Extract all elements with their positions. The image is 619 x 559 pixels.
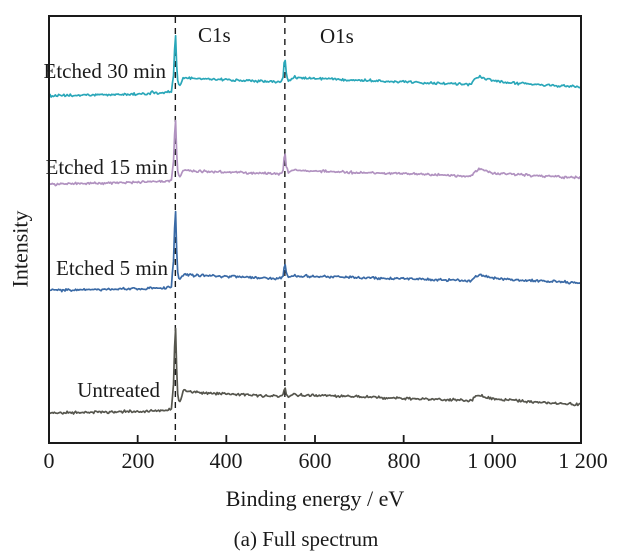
annotation-label-o1s: O1s	[320, 24, 354, 48]
series-label-etched-5-min: Etched 5 min	[56, 256, 168, 280]
figure-caption: (a) Full spectrum	[233, 527, 379, 551]
series-label-etched-30-min: Etched 30 min	[43, 59, 166, 83]
annotation-label-c1s: C1s	[198, 23, 231, 47]
spectrum-trace-etched-15-min	[50, 119, 580, 187]
series-label-untreated: Untreated	[77, 378, 160, 402]
x-tick-label-600: 600	[298, 448, 332, 473]
x-tick-label-400: 400	[209, 448, 243, 473]
spectrum-trace-untreated	[50, 327, 580, 415]
x-tick-label-0: 0	[43, 448, 55, 473]
spectrum-trace-etched-5-min	[50, 210, 580, 293]
x-tick-label-1000: 1 000	[467, 448, 517, 473]
spectrum-trace-etched-30-min	[50, 34, 580, 98]
series-label-etched-15-min: Etched 15 min	[45, 155, 168, 179]
y-axis-label: Intensity	[7, 210, 33, 288]
plot-border	[48, 15, 582, 444]
x-tick-label-1200: 1 200	[558, 448, 608, 473]
x-tick-label-800: 800	[387, 448, 421, 473]
x-tick-label-200: 200	[121, 448, 155, 473]
x-axis-label: Binding energy / eV	[225, 486, 405, 511]
